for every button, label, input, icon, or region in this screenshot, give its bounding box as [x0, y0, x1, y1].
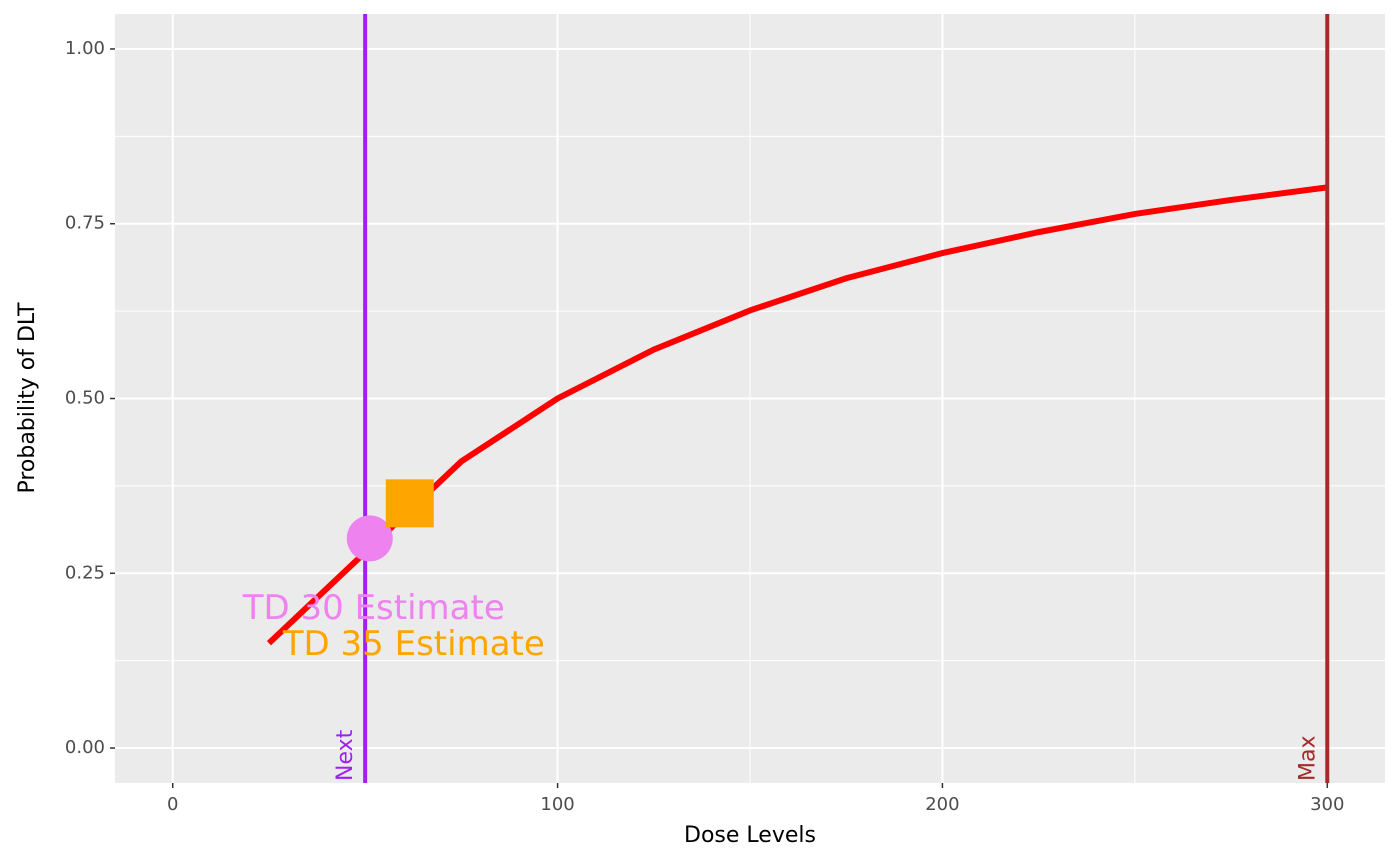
y-tick-label: 0.75	[65, 213, 105, 234]
x-tick-label: 0	[167, 794, 178, 815]
x-tick-label: 200	[925, 794, 959, 815]
x-axis-title: Dose Levels	[684, 823, 816, 848]
estimate-point	[346, 515, 393, 562]
y-tick-label: 0.50	[65, 388, 105, 409]
estimate-label: TD 35 Estimate	[282, 624, 545, 664]
reference-label: Max	[1295, 736, 1320, 781]
y-tick-label: 0.25	[65, 562, 105, 583]
estimate-label: TD 30 Estimate	[242, 588, 505, 628]
series-line	[266, 184, 1328, 646]
y-tick-label: 1.00	[65, 38, 105, 59]
y-tick-label: 0.00	[65, 737, 105, 758]
x-tick-label: 300	[1310, 794, 1344, 815]
x-tick-label: 100	[540, 794, 574, 815]
y-axis-title: Probability of DLT	[15, 302, 40, 494]
reference-label: Next	[333, 729, 358, 781]
estimate-point	[385, 479, 434, 528]
